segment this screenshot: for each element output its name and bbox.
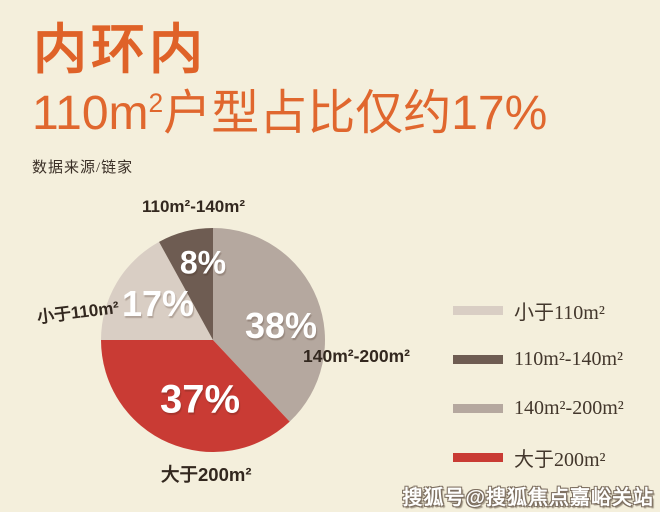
subtitle-pre: 110m bbox=[32, 87, 149, 140]
pie-value-140-200: 38% bbox=[244, 305, 318, 346]
pie-value-over-200: 37% bbox=[159, 377, 241, 422]
legend-swatch-110-140 bbox=[453, 354, 503, 364]
pie-label-over-200: 大于200m² bbox=[161, 464, 252, 485]
pie-svg bbox=[101, 228, 325, 452]
legend-item-over-200: 大于200m² bbox=[453, 447, 624, 471]
legend-item-110-140: 110m²-140m² bbox=[453, 347, 624, 370]
watermark-sohu: 搜狐号@搜狐焦点嘉峪关站 bbox=[402, 487, 654, 509]
legend-swatch-over-200 bbox=[453, 452, 503, 462]
pie-chart bbox=[101, 228, 325, 452]
subtitle-superscript: 2 bbox=[148, 88, 164, 118]
legend: 小于110m² 110m²-140m² 140m²-200m² 大于200m² bbox=[453, 300, 624, 471]
legend-label-140-200: 140m²-200m² bbox=[514, 396, 624, 419]
legend-item-under-110: 小于110m² bbox=[453, 300, 624, 324]
pie-value-under-110: 17% bbox=[121, 283, 195, 324]
pie-slice bbox=[213, 228, 325, 422]
subtitle-post: 户型占比仅约17% bbox=[163, 87, 548, 140]
legend-swatch-under-110 bbox=[453, 305, 503, 315]
legend-label-110-140: 110m²-140m² bbox=[514, 347, 624, 370]
legend-label-under-110: 小于110m² bbox=[514, 301, 605, 324]
pie-slice bbox=[101, 340, 290, 452]
pie-slice bbox=[159, 228, 213, 340]
pie-label-140-200: 140m²-200m² bbox=[303, 346, 410, 366]
page-title: 内环内 bbox=[33, 20, 207, 80]
legend-swatch-140-200 bbox=[453, 403, 503, 413]
legend-item-140-200: 140m²-200m² bbox=[453, 396, 624, 419]
legend-label-over-200: 大于200m² bbox=[514, 448, 606, 471]
pie-label-110-140: 110m²-140m² bbox=[142, 197, 246, 216]
pie-value-110-140: 8% bbox=[179, 244, 227, 281]
pie-slice bbox=[101, 241, 213, 340]
data-source-note: 数据来源/链家 bbox=[32, 160, 134, 176]
page-subtitle: 110m2户型占比仅约17% bbox=[32, 86, 547, 141]
